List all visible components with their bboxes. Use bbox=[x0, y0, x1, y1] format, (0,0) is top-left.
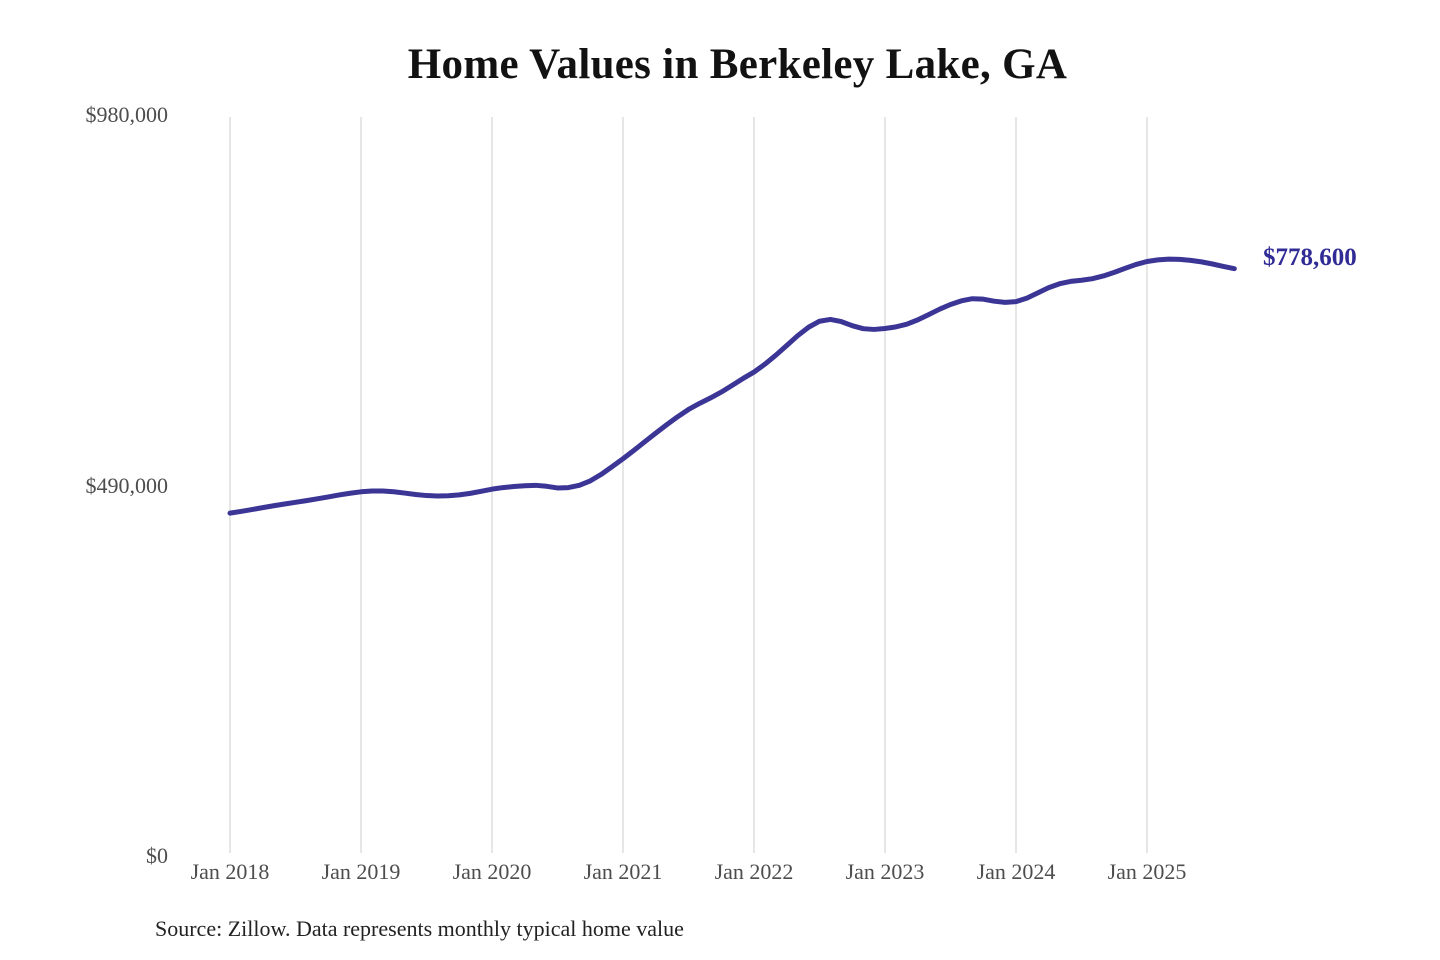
x-axis-tick-label-jan-2022: Jan 2022 bbox=[714, 859, 794, 884]
source-note: Source: Zillow. Data represents monthly … bbox=[155, 916, 684, 941]
x-axis-tick-label-jan-2018: Jan 2018 bbox=[190, 859, 270, 884]
chart-title: Home Values in Berkeley Lake, GA bbox=[407, 41, 1068, 88]
x-axis-tick-label-jan-2020: Jan 2020 bbox=[452, 859, 532, 884]
x-axis-tick-label-jan-2023: Jan 2023 bbox=[845, 859, 925, 884]
home-value-line bbox=[227, 256, 1237, 516]
y-axis-tick-label-980000: $980,000 bbox=[85, 102, 169, 127]
x-axis-tick-label-jan-2019: Jan 2019 bbox=[321, 859, 401, 884]
x-axis-tick-label-jan-2021: Jan 2021 bbox=[583, 859, 663, 884]
x-axis-tick-label-jan-2024: Jan 2024 bbox=[976, 859, 1056, 884]
y-axis-tick-label-0: $0 bbox=[146, 843, 168, 868]
y-axis-tick-label-490000: $490,000 bbox=[85, 473, 169, 498]
x-axis-tick-label-jan-2025: Jan 2025 bbox=[1107, 859, 1187, 884]
latest-value-label: $778,600 bbox=[1263, 244, 1357, 271]
